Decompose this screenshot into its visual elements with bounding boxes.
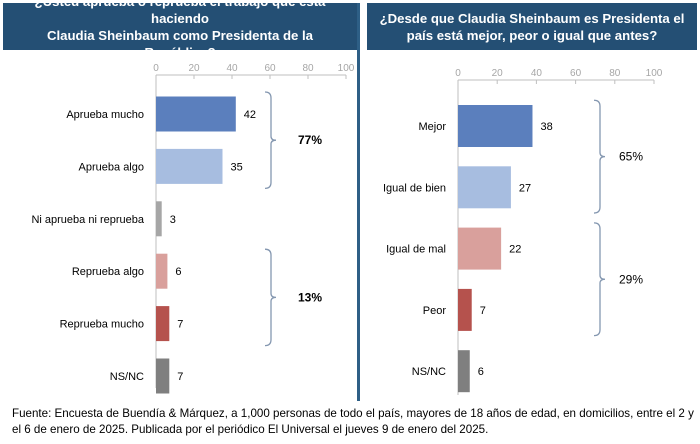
left-chart-title: ¿Usted aprueba o reprueba el trabajo que… [3,0,357,60]
right-bar-4 [458,350,470,393]
left-category-label-2: Ni aprueba ni reprueba [31,214,144,226]
right-group-label-0: 65% [619,150,643,164]
right-group-label-1: 29% [619,272,643,286]
left-bar-5 [156,358,170,394]
right-value-label-1: 27 [519,182,531,194]
left-bar-2 [156,201,162,237]
source-footnote: Fuente: Encuesta de Buendía & Márquez, a… [12,407,694,436]
left-category-label-5: NS/NC [110,371,144,383]
right-value-label-4: 6 [478,366,484,378]
right-bar-chart: 0 20 40 60 80 100 Mejor 38 Igual de bien 27 Igual … [383,68,663,395]
left-title-line-2: Claudia Sheinbaum como Presidenta de la … [46,27,314,60]
right-title-line-1: ¿Desde que Claudia Sheinbaum es Presiden… [379,10,685,26]
left-group-label-1: 13% [298,290,322,304]
left-x-tick-label-0: 0 [153,63,159,74]
left-value-label-1: 35 [231,161,243,173]
right-x-tick-label-4: 80 [609,68,621,79]
left-bar-1 [156,148,223,184]
right-category-label-4: NS/NC [412,366,446,378]
right-category-label-0: Mejor [418,121,446,133]
right-category-label-2: Igual de mal [386,244,446,256]
left-x-tick-label-1: 20 [188,63,200,74]
right-x-tick-label-3: 60 [570,68,582,79]
right-value-label-3: 7 [480,305,486,317]
left-bar-0 [156,96,236,132]
left-x-tick-label-3: 60 [264,63,276,74]
left-group-bracket-1 [264,248,277,347]
left-value-label-5: 7 [177,371,183,383]
left-bar-4 [156,306,170,342]
left-x-tick-label-4: 80 [302,63,314,74]
left-group-label-0: 77% [298,133,322,147]
right-bar-2 [458,227,502,270]
left-value-label-0: 42 [244,109,256,121]
right-x-tick-label-1: 20 [492,68,504,79]
left-category-label-1: Aprueba algo [79,161,144,173]
left-x-tick-label-2: 40 [226,63,238,74]
right-bar-1 [458,166,511,209]
right-x-tick-label-2: 40 [531,68,543,79]
left-category-label-3: Reprueba algo [72,266,144,278]
left-category-label-0: Aprueba mucho [66,109,144,121]
right-group-bracket-0 [593,99,606,214]
left-value-label-4: 7 [177,319,183,331]
left-bar-chart: 0 20 40 60 80 100 Aprueba mucho 42 Aprueba algo 3… [31,63,355,394]
right-chart-panel: ¿Desde que Claudia Sheinbaum es Presiden… [367,3,697,401]
right-group-bracket-1 [593,222,606,337]
left-value-label-3: 6 [175,266,181,278]
left-bar-3 [156,253,168,289]
right-bar-0 [458,105,533,147]
right-chart-title: ¿Desde que Claudia Sheinbaum es Presiden… [367,3,697,50]
left-chart-panel: ¿Usted aprueba o reprueba el trabajo que… [3,0,360,401]
right-category-label-1: Igual de bien [383,182,446,194]
right-value-label-2: 22 [509,244,521,256]
left-x-tick-label-5: 100 [338,63,355,74]
right-x-tick-label-5: 100 [646,68,663,79]
left-title-line-1: ¿Usted aprueba o reprueba el trabajo que… [34,0,326,26]
left-group-bracket-0 [264,91,277,190]
right-value-label-0: 38 [540,121,552,133]
left-value-label-2: 3 [170,214,176,226]
right-bar-3 [458,288,472,331]
right-x-tick-label-0: 0 [455,68,461,79]
right-title-line-2: país está mejor, peor o igual que antes? [406,27,658,43]
left-category-label-4: Reprueba mucho [60,319,144,331]
right-category-label-3: Peor [423,305,447,317]
